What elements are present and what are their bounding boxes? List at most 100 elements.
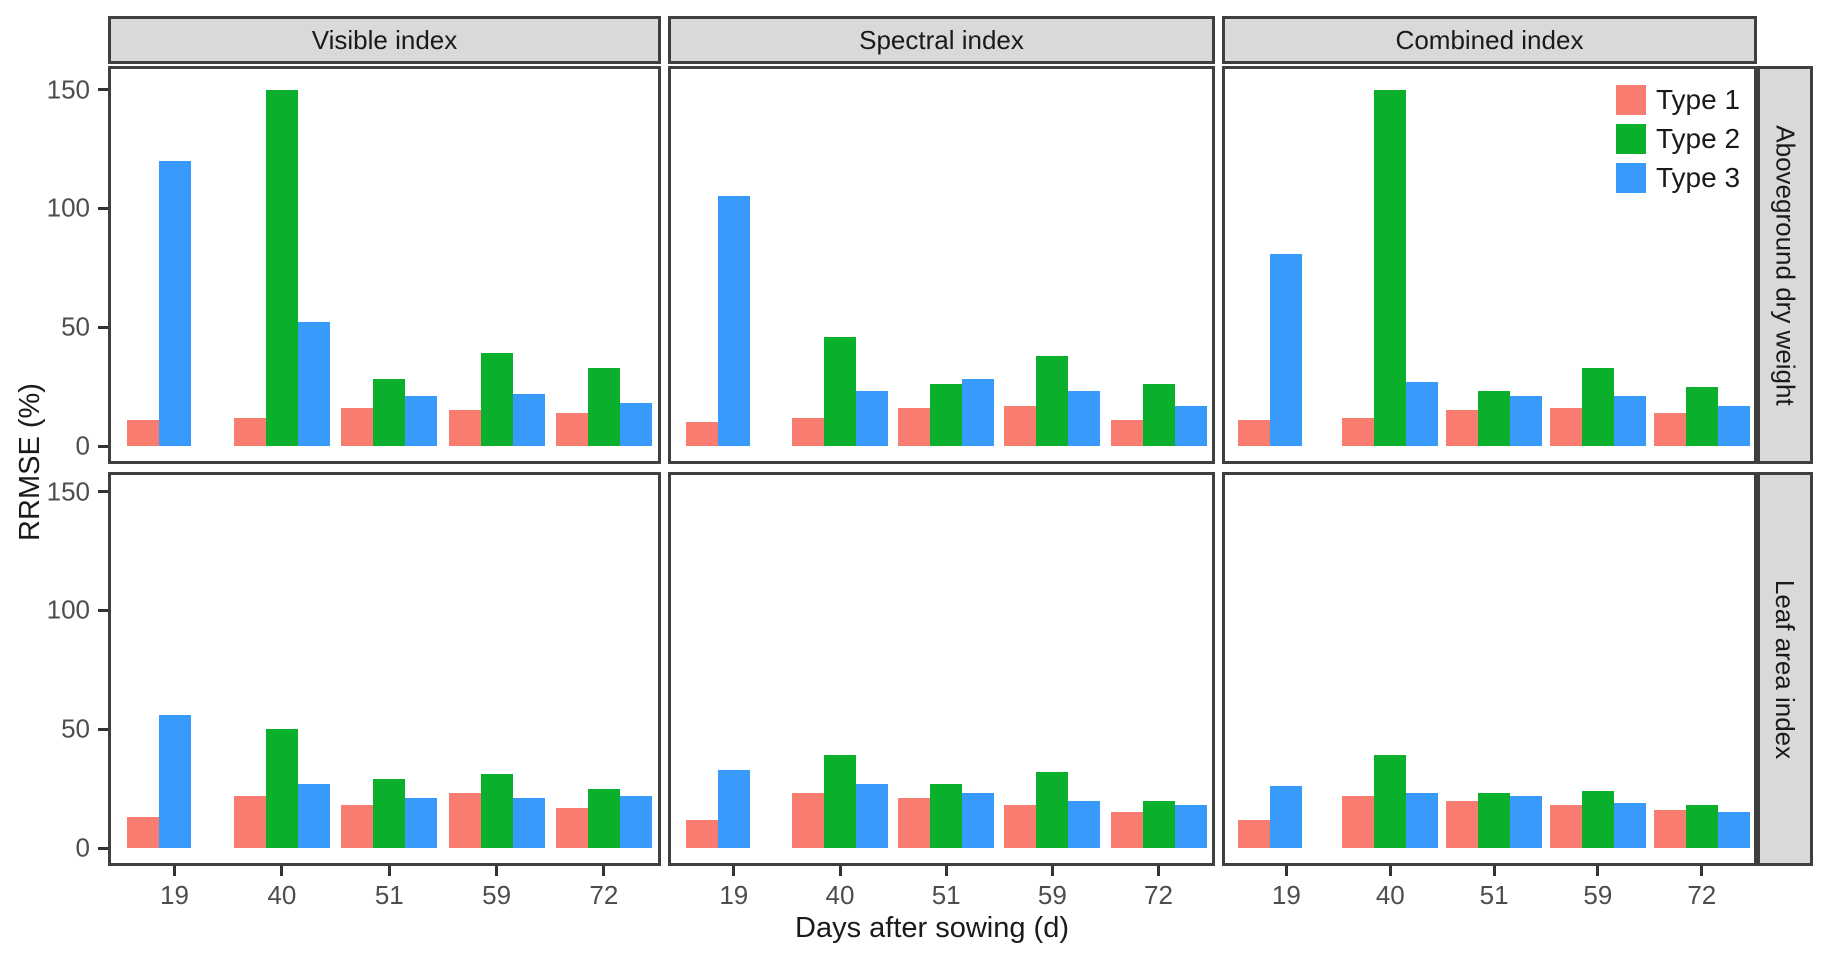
legend-swatch [1616, 163, 1646, 193]
bar-type-2-day-72 [1142, 384, 1175, 446]
x-tick-mark [1050, 866, 1054, 876]
y-tick-mark [98, 727, 108, 731]
y-tick-mark [98, 490, 108, 493]
y-tick-label: 50 [61, 311, 90, 342]
bar-type-2-day-40 [824, 336, 856, 446]
panel-aboveground-visible [108, 66, 661, 464]
x-tick-label: 51 [931, 880, 961, 910]
bar-type-2-day-51 [1478, 793, 1511, 848]
x-tick-label: 40 [1375, 880, 1405, 910]
y-tick-label: 150 [46, 476, 90, 506]
bar-type-2-day-72 [1685, 805, 1718, 848]
x-tick-label: 72 [589, 880, 619, 910]
bar-type-3-day-59 [1613, 396, 1646, 446]
bar-type-2-day-51 [930, 384, 963, 446]
y-tick-mark [98, 206, 108, 210]
bar-type-1-day-59 [448, 410, 481, 446]
panel-aboveground-combined [1222, 66, 1757, 464]
bar-type-1-day-40 [1342, 417, 1375, 446]
bar-type-3-day-51 [405, 396, 438, 446]
bar-type-3-day-59 [1068, 800, 1101, 848]
bar-type-3-day-19 [1270, 253, 1303, 446]
facet-strip-label: Visible index [311, 24, 458, 55]
bar-type-1-day-59 [1549, 408, 1582, 446]
bar-type-2-day-59 [1036, 771, 1069, 848]
x-tick-label: 72 [1687, 880, 1717, 910]
x-tick-label: 19 [160, 880, 189, 910]
facet-strip-combined-index: Combined index [1222, 16, 1757, 64]
bar-type-1-day-59 [1004, 405, 1037, 446]
facet-strip-spectral-index: Spectral index [668, 16, 1215, 64]
x-tick-label: 59 [482, 880, 512, 910]
x-tick-label: 51 [1479, 880, 1509, 910]
bar-type-1-day-19 [126, 817, 159, 848]
bar-type-2-day-51 [373, 779, 406, 848]
bar-type-3-day-19 [1270, 786, 1303, 848]
bar-type-2-day-72 [1142, 800, 1175, 848]
y-tick-mark [98, 608, 108, 612]
bar-type-3-day-51 [962, 793, 995, 848]
bar-type-3-day-72 [1174, 405, 1207, 446]
x-tick-mark [1492, 866, 1496, 876]
bar-type-3-day-72 [1717, 405, 1750, 446]
x-tick-mark [732, 866, 736, 876]
bar-type-1-day-19 [685, 819, 718, 848]
x-tick-mark [280, 866, 284, 876]
bar-type-3-day-40 [1406, 381, 1439, 446]
bar-type-1-day-72 [555, 807, 588, 848]
y-tick-mark [98, 325, 108, 329]
bar-type-1-day-19 [1238, 819, 1271, 848]
facet-strip-label: Spectral index [859, 24, 1024, 55]
bar-type-3-day-40 [297, 322, 330, 446]
bar-type-2-day-51 [1478, 391, 1511, 446]
bar-type-1-day-72 [1110, 812, 1143, 848]
bar-type-2-day-59 [1581, 791, 1614, 848]
bar-type-1-day-40 [233, 795, 266, 848]
bar-type-3-day-19 [717, 196, 750, 446]
bar-type-2-day-59 [480, 353, 513, 446]
y-tick-mark [98, 846, 108, 850]
x-tick-mark [495, 866, 499, 876]
x-tick-label: 59 [1037, 880, 1067, 910]
bar-type-3-day-19 [158, 714, 191, 848]
x-tick-mark [1700, 866, 1704, 876]
bar-type-2-day-72 [587, 367, 620, 446]
x-tick-label: 40 [267, 880, 297, 910]
bar-type-2-day-40 [1374, 89, 1407, 446]
bar-type-3-day-40 [856, 391, 888, 446]
bar-type-3-day-72 [1174, 805, 1207, 848]
bar-type-3-day-51 [1510, 795, 1543, 848]
bar-type-2-day-40 [824, 755, 856, 848]
bar-type-3-day-72 [619, 403, 652, 446]
bar-type-1-day-19 [126, 419, 159, 446]
bar-type-1-day-51 [1446, 800, 1479, 848]
bar-type-2-day-59 [1036, 355, 1069, 446]
bar-type-2-day-51 [930, 783, 963, 848]
panel-leafarea-visible [108, 472, 661, 866]
bar-type-1-day-40 [233, 417, 266, 446]
x-tick-mark [1596, 866, 1600, 876]
x-tick-mark [944, 866, 948, 876]
y-tick-mark [98, 444, 108, 448]
bar-type-3-day-19 [158, 160, 191, 446]
x-tick-label: 51 [374, 880, 404, 910]
legend-label: Type 1 [1656, 84, 1741, 115]
y-tick-mark [98, 88, 108, 91]
facet-strip-label: Leaf area index [1770, 579, 1801, 759]
x-tick-label: 72 [1144, 880, 1173, 910]
bar-type-2-day-59 [1581, 367, 1614, 446]
bar-type-3-day-51 [1510, 396, 1543, 446]
bar-type-1-day-51 [1446, 410, 1479, 446]
legend-item-type-3: Type 3 [1616, 162, 1741, 193]
bar-type-3-day-59 [1613, 802, 1646, 848]
bar-type-1-day-72 [1653, 412, 1686, 446]
legend-label: Type 3 [1656, 162, 1741, 193]
y-axis-title: RRMSE (%) [14, 383, 46, 541]
facet-strip-leaf-area-index: Leaf area index [1757, 472, 1813, 866]
bar-type-1-day-59 [1004, 805, 1037, 848]
legend-label: Type 2 [1656, 123, 1741, 154]
bar-type-2-day-59 [480, 774, 513, 848]
x-axis-title: Days after sowing (d) [795, 912, 1069, 944]
facet-strip-label: Combined index [1395, 24, 1584, 55]
